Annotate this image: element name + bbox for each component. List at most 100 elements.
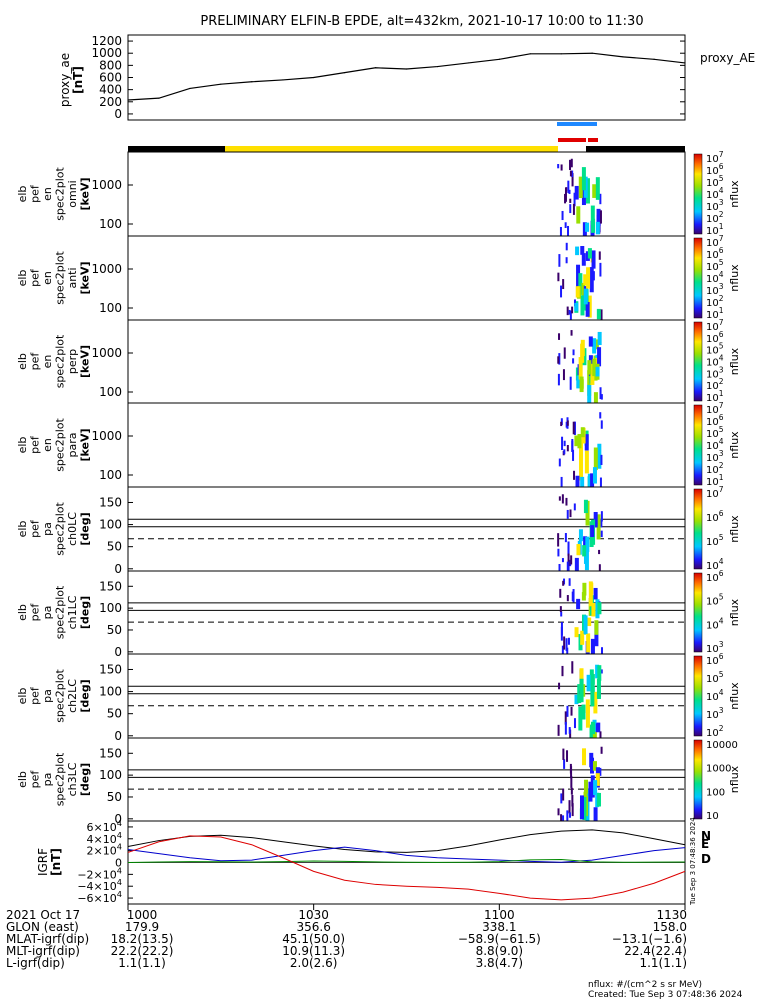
spectrogram-cell <box>590 638 595 654</box>
panel-ylabel-line: spec2plot <box>54 752 67 806</box>
panel-tick-label: 50 <box>107 790 122 804</box>
ae-data-point <box>591 52 593 54</box>
spectrogram-cell <box>593 691 598 714</box>
spectrogram-cell <box>560 285 563 298</box>
panel-ylabel-line: spec2plot <box>54 167 67 221</box>
spectrogram-cell <box>590 525 595 537</box>
panel-ylabel-line: perp <box>66 349 79 374</box>
spectrogram-cell <box>587 360 592 375</box>
spectrogram-cell <box>567 225 570 236</box>
panel-ylabel-line: elb <box>16 771 29 788</box>
panel-ylabel-line: elb <box>16 521 29 538</box>
spectrogram-cell <box>559 588 562 598</box>
spectrogram-cell <box>600 647 603 654</box>
spectrogram-cell <box>588 781 593 802</box>
spectrogram-cell <box>600 511 603 522</box>
ae-tick-label: 0 <box>114 107 122 121</box>
spectrogram-cell <box>560 611 563 617</box>
table-cell: 8.8(9.0) <box>476 944 524 958</box>
spectrogram-cell <box>569 509 572 518</box>
red-zone-bar-1 <box>558 138 586 142</box>
spectrogram-cell <box>597 665 602 681</box>
igrf-line-group <box>127 829 686 901</box>
spectrogram-cell <box>564 533 567 543</box>
panel-tick-label: 0 <box>114 645 122 659</box>
colorbar-tick-label: 103 <box>706 449 724 464</box>
colorbar-tick-label: 103 <box>706 706 724 721</box>
panel-tick-label: 150 <box>99 495 122 509</box>
red-zone-bar-2 <box>588 138 598 142</box>
colorbar-tick-label: 103 <box>706 640 724 655</box>
spectrogram-cell <box>564 222 567 229</box>
spectrogram-cell <box>572 349 575 356</box>
colorbar <box>693 655 703 737</box>
panel-ylabel-line: elb <box>16 604 29 621</box>
table-cell: 1.1(1.1) <box>118 956 166 970</box>
panel-ylabel-line: pa <box>41 689 54 703</box>
spectrogram-cell <box>563 636 566 650</box>
spectrogram-cell <box>576 375 581 389</box>
spectrogram-cell <box>557 373 560 386</box>
spectrogram-cell <box>596 678 601 699</box>
colorbar-tick-label: 104 <box>706 557 724 572</box>
panel-ylabel-line: [deg] <box>79 679 92 712</box>
table-cell: 45.1(50.0) <box>282 932 345 946</box>
ae-data-point <box>313 76 315 79</box>
spectrogram-cell <box>591 250 596 269</box>
table-cell: 10.9(11.3) <box>282 944 345 958</box>
spectrogram-cell <box>571 803 574 817</box>
igrf-tick-label: −6×104 <box>77 889 122 905</box>
colorbar <box>693 153 703 235</box>
spectrogram-cell <box>574 185 579 200</box>
spectrogram-cell <box>583 274 588 285</box>
spectrogram-cell <box>592 761 597 771</box>
spectrogram-cell <box>596 514 601 540</box>
spectrogram-cell <box>576 544 581 556</box>
table-cell: 22.4(22.4) <box>624 944 687 958</box>
panel-ylabel-line: para <box>66 433 79 458</box>
spectrogram-cell <box>593 511 598 528</box>
spectrogram-cell <box>599 767 602 776</box>
spectrogram-cell <box>568 578 571 586</box>
ae-series-line <box>127 52 686 101</box>
spectrogram-cell <box>583 288 588 305</box>
table-cell: 338.1 <box>482 920 516 934</box>
spectrogram-cell <box>600 394 603 400</box>
spectrogram-cell <box>600 454 603 465</box>
spectrogram-cell <box>597 602 602 615</box>
ae-data-point <box>344 72 346 74</box>
colorbar-tick-label: 104 <box>706 186 724 201</box>
spectrogram-cell <box>565 242 568 251</box>
colorbar-tick-label: 105 <box>706 342 724 357</box>
panel-ylabel-line: pef <box>29 184 42 203</box>
spectrogram-panel-1: elb pef en spec2plot omni [keV] 10001001071061… <box>16 150 741 237</box>
igrf-ylabel-name: IGRF <box>36 848 50 876</box>
spectrogram-cell <box>582 748 587 766</box>
spectrogram-cell <box>580 427 585 438</box>
spectrogram-cell <box>577 433 582 449</box>
panel-ylabel-line: en <box>41 355 54 369</box>
panel-ylabel-line: pef <box>29 603 42 622</box>
spectrogram-cell <box>561 494 564 504</box>
spectrogram-cell <box>595 664 600 679</box>
panel-tick-label: 50 <box>107 623 122 637</box>
spectrogram-cell <box>592 358 597 377</box>
spectrogram-cell <box>560 793 563 804</box>
spectrogram-cell <box>581 253 586 266</box>
colorbar-tick-label: 101 <box>706 222 724 237</box>
colorbar <box>693 321 703 402</box>
colorbar-tick-label: 106 <box>706 330 724 345</box>
panel-ylabel-line: anti <box>66 267 79 288</box>
spectrogram-cell <box>599 210 602 224</box>
igrf-ylabel-unit: [nT] <box>49 848 63 876</box>
orbit-bar-right <box>586 146 685 152</box>
panel-ylabel-line: pef <box>29 268 42 287</box>
igrf-legend-d: D <box>701 852 711 866</box>
spectrogram-cell <box>557 533 560 547</box>
colorbar-tick-label: 105 <box>706 593 724 608</box>
panel-ylabel-line: omni <box>66 180 79 207</box>
spectrogram-cell <box>593 392 598 403</box>
spectrogram-cell <box>572 203 575 215</box>
spectrogram-panel-8: elb pef pa spec2plot ch3LC [deg] 150 100 50 0 1000… <box>16 737 741 826</box>
colorbar-tick-label: 104 <box>706 437 724 452</box>
